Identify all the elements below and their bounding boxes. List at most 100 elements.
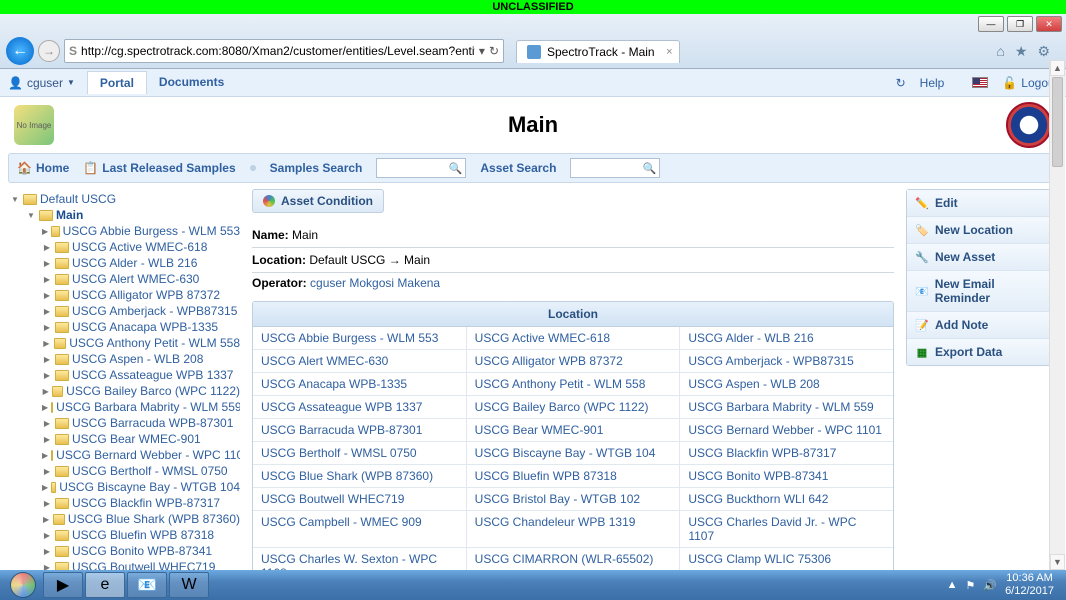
location-link[interactable]: USCG Charles David Jr. - WPC 1107 [688, 515, 856, 543]
expand-icon[interactable]: ▶ [42, 275, 52, 284]
location-link[interactable]: USCG Bertholf - WMSL 0750 [261, 446, 417, 460]
scroll-up-icon[interactable]: ▲ [1050, 60, 1065, 76]
location-link[interactable]: USCG Bailey Barco (WPC 1122) [475, 400, 649, 414]
tree-item[interactable]: ▶USCG Bertholf - WMSL 0750 [8, 463, 240, 479]
location-link[interactable]: USCG Campbell - WMEC 909 [261, 515, 422, 529]
samples-search-box[interactable]: 🔍 [376, 158, 466, 178]
tree-item[interactable]: ▶USCG Bluefin WPB 87318 [8, 527, 240, 543]
location-link[interactable]: USCG Barbara Mabrity - WLM 559 [688, 400, 873, 414]
new-asset-action[interactable]: 🔧New Asset [907, 244, 1057, 271]
location-link[interactable]: USCG Bonito WPB-87341 [688, 469, 828, 483]
tree-panel[interactable]: ▼Default USCG ▼Main ▶USCG Abbie Burgess … [8, 189, 240, 577]
expand-icon[interactable]: ▶ [42, 483, 48, 492]
task-word[interactable]: W [169, 572, 209, 598]
tab-portal[interactable]: Portal [87, 71, 147, 94]
location-link[interactable]: USCG Anthony Petit - WLM 558 [475, 377, 646, 391]
refresh-icon[interactable]: ↻ [489, 44, 499, 58]
location-link[interactable]: USCG Assateague WPB 1337 [261, 400, 422, 414]
tools-icon[interactable]: ⚙ [1037, 43, 1050, 60]
task-wmp[interactable]: ▶ [43, 572, 83, 598]
expand-icon[interactable]: ▶ [42, 435, 52, 444]
location-link[interactable]: USCG Amberjack - WPB87315 [688, 354, 853, 368]
expand-icon[interactable]: ▶ [42, 467, 52, 476]
tray-flag-icon[interactable]: ⚑ [965, 579, 975, 592]
asset-search-box[interactable]: 🔍 [570, 158, 660, 178]
tab-documents[interactable]: Documents [147, 71, 236, 94]
new-email-action[interactable]: 📧New Email Reminder [907, 271, 1057, 312]
tab-close-icon[interactable]: × [666, 46, 672, 58]
tree-item[interactable]: ▶USCG Anthony Petit - WLM 558 [8, 335, 240, 351]
expand-icon[interactable]: ▶ [42, 307, 52, 316]
location-link[interactable]: USCG Aspen - WLB 208 [688, 377, 819, 391]
help-link[interactable]: Help [920, 76, 945, 90]
expand-icon[interactable]: ▶ [42, 259, 52, 268]
location-link[interactable]: USCG Bluefin WPB 87318 [475, 469, 617, 483]
location-link[interactable]: USCG Boutwell WHEC719 [261, 492, 404, 506]
location-link[interactable]: USCG CIMARRON (WLR-65502) [475, 552, 654, 566]
refresh-link[interactable]: ↻ [896, 76, 906, 90]
operator-link[interactable]: cguser Mokgosi Makena [310, 276, 440, 290]
tree-item[interactable]: ▶USCG Alert WMEC-630 [8, 271, 240, 287]
location-link[interactable]: USCG Alder - WLB 216 [688, 331, 813, 345]
expand-icon[interactable]: ▶ [42, 291, 52, 300]
expand-icon[interactable]: ▶ [42, 243, 52, 252]
location-link[interactable]: USCG Biscayne Bay - WTGB 104 [475, 446, 656, 460]
export-action[interactable]: ▦Export Data [907, 339, 1057, 365]
minimize-button[interactable]: — [978, 16, 1004, 32]
expand-icon[interactable]: ▶ [42, 227, 48, 236]
tree-item[interactable]: ▶USCG Barracuda WPB-87301 [8, 415, 240, 431]
add-note-action[interactable]: 📝Add Note [907, 312, 1057, 339]
url-input[interactable] [81, 44, 475, 58]
location-link[interactable]: USCG Abbie Burgess - WLM 553 [261, 331, 438, 345]
location-link[interactable]: USCG Blackfin WPB-87317 [688, 446, 836, 460]
tree-item[interactable]: ▶USCG Alligator WPB 87372 [8, 287, 240, 303]
collapse-icon[interactable]: ▼ [26, 211, 36, 220]
tree-item[interactable]: ▶USCG Bailey Barco (WPC 1122) [8, 383, 240, 399]
tree-item[interactable]: ▶USCG Active WMEC-618 [8, 239, 240, 255]
location-link[interactable]: USCG Buckthorn WLI 642 [688, 492, 828, 506]
location-link[interactable]: USCG Chandeleur WPB 1319 [475, 515, 636, 529]
tree-item[interactable]: ▶USCG Assateague WPB 1337 [8, 367, 240, 383]
task-outlook[interactable]: 📧 [127, 572, 167, 598]
tree-item[interactable]: ▶USCG Barbara Mabrity - WLM 559 [8, 399, 240, 415]
home-link[interactable]: 🏠Home [17, 161, 69, 175]
expand-icon[interactable]: ▶ [42, 323, 52, 332]
user-menu[interactable]: 👤 cguser ▼ [8, 76, 75, 90]
location-link[interactable]: USCG Blue Shark (WPB 87360) [261, 469, 433, 483]
location-link[interactable]: USCG Alligator WPB 87372 [475, 354, 623, 368]
tree-item[interactable]: ▶USCG Biscayne Bay - WTGB 104 [8, 479, 240, 495]
flag-us-icon[interactable] [972, 77, 988, 88]
expand-icon[interactable]: ▶ [42, 403, 48, 412]
clock[interactable]: 10:36 AM 6/12/2017 [1005, 572, 1054, 598]
expand-icon[interactable]: ▶ [42, 451, 48, 460]
tree-root[interactable]: ▼Default USCG [8, 191, 240, 207]
samples-search-input[interactable] [380, 162, 448, 174]
tree-item[interactable]: ▶USCG Blue Shark (WPB 87360) [8, 511, 240, 527]
edit-action[interactable]: ✏️Edit [907, 190, 1057, 217]
tree-item[interactable]: ▶USCG Amberjack - WPB87315 [8, 303, 240, 319]
location-link[interactable]: USCG Clamp WLIC 75306 [688, 552, 831, 566]
expand-icon[interactable]: ▶ [42, 371, 52, 380]
location-link[interactable]: USCG Bernard Webber - WPC 1101 [688, 423, 882, 437]
location-link[interactable]: USCG Bear WMEC-901 [475, 423, 604, 437]
start-button[interactable] [4, 571, 42, 599]
search-icon[interactable]: 🔍 [643, 162, 657, 175]
new-location-action[interactable]: 🏷️New Location [907, 217, 1057, 244]
expand-icon[interactable]: ▶ [42, 339, 51, 348]
search-icon[interactable]: 🔍 [449, 162, 463, 175]
maximize-button[interactable]: ❐ [1007, 16, 1033, 32]
location-link[interactable]: USCG Barracuda WPB-87301 [261, 423, 422, 437]
browser-tab[interactable]: SpectroTrack - Main × [516, 40, 680, 63]
location-link[interactable]: USCG Bristol Bay - WTGB 102 [475, 492, 640, 506]
back-button[interactable]: ← [6, 37, 34, 65]
last-released-link[interactable]: 📋Last Released Samples [83, 161, 235, 175]
close-button[interactable]: ✕ [1036, 16, 1062, 32]
forward-button[interactable]: → [38, 40, 60, 62]
tree-item[interactable]: ▶USCG Abbie Burgess - WLM 553 [8, 223, 240, 239]
location-link[interactable]: USCG Active WMEC-618 [475, 331, 610, 345]
asset-condition-button[interactable]: Asset Condition [252, 189, 384, 213]
expand-icon[interactable]: ▶ [42, 531, 52, 540]
tree-item[interactable]: ▶USCG Alder - WLB 216 [8, 255, 240, 271]
location-link[interactable]: USCG Alert WMEC-630 [261, 354, 388, 368]
scroll-down-icon[interactable]: ▼ [1050, 554, 1065, 570]
